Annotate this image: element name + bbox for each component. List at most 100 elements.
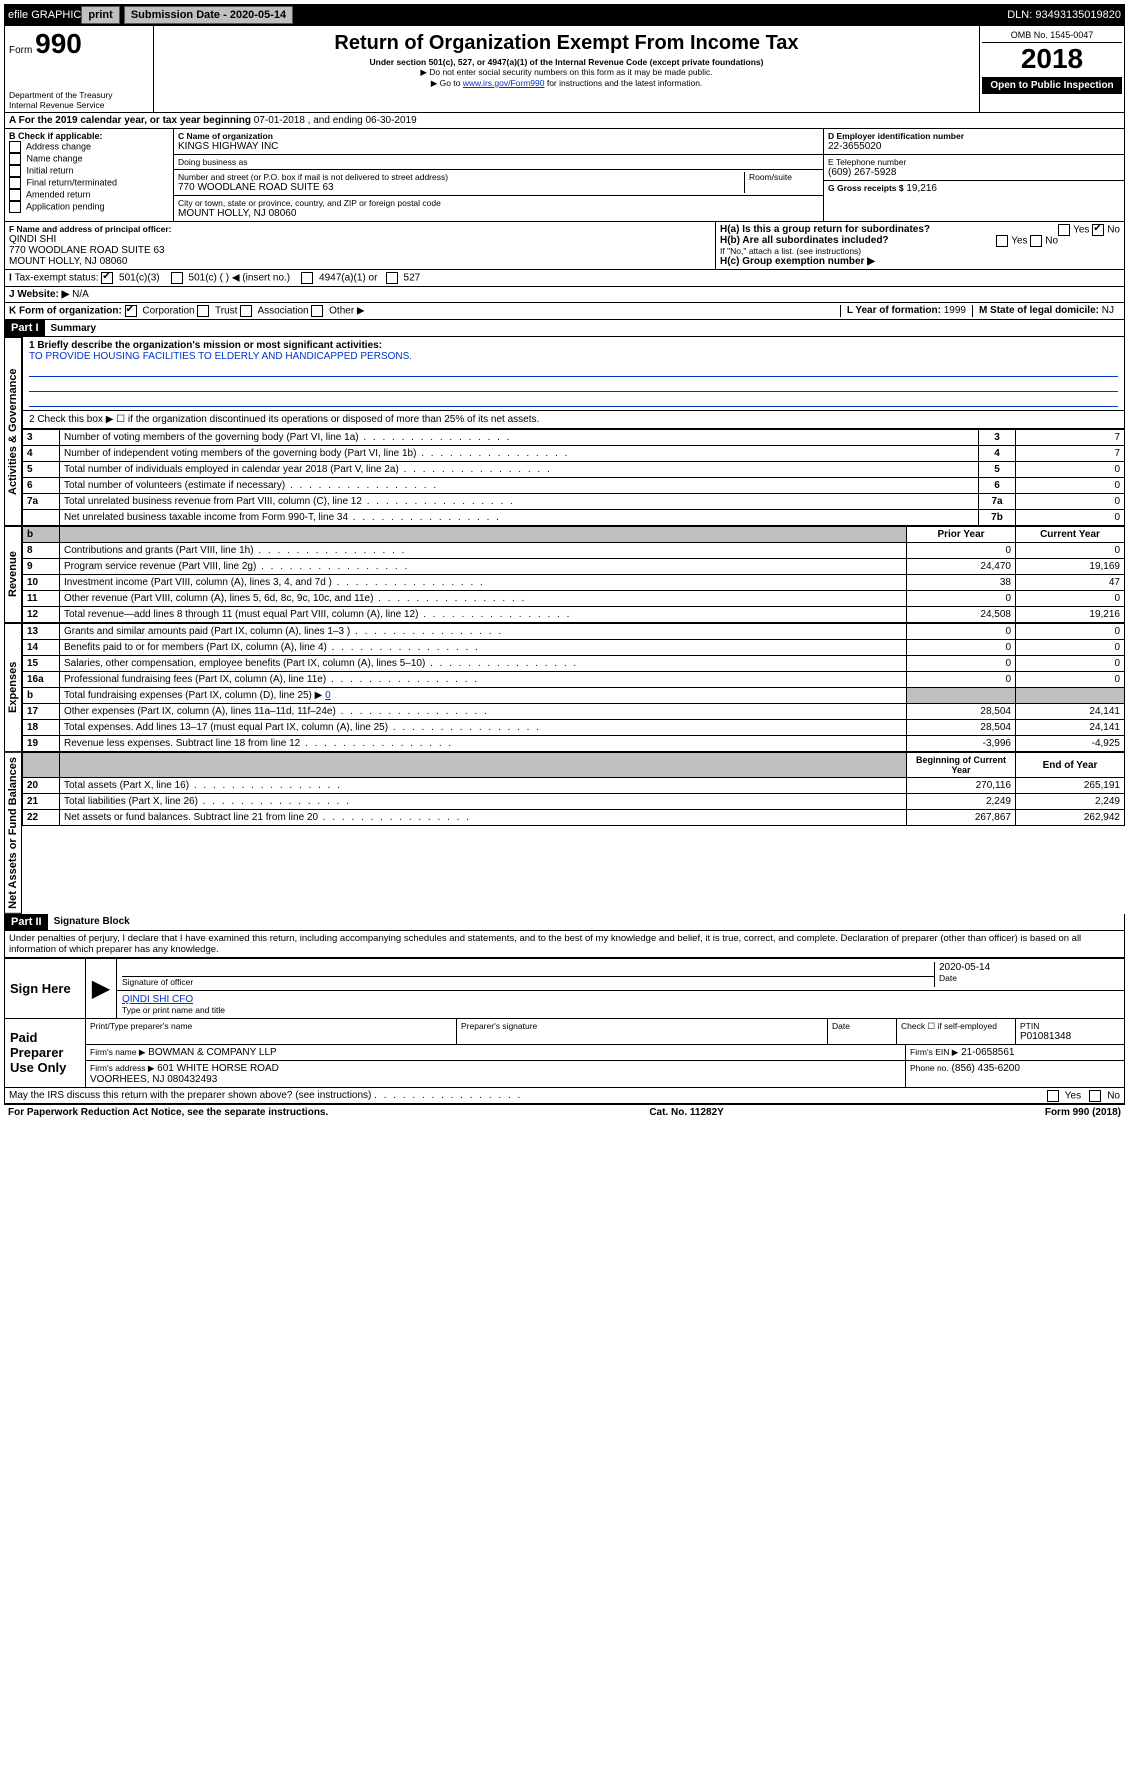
line-b-val: 0 xyxy=(325,690,331,701)
cur-val: 19,216 xyxy=(1016,607,1125,623)
firm-ein: 21-0658561 xyxy=(961,1047,1014,1058)
date-label: Date xyxy=(939,973,1119,983)
ha-yes-checkbox[interactable] xyxy=(1058,224,1070,236)
line-box: 7a xyxy=(979,494,1016,510)
b-header: B Check if applicable: xyxy=(9,131,169,141)
prior-val: 2,249 xyxy=(907,794,1016,810)
line-label: Salaries, other compensation, employee b… xyxy=(60,656,907,672)
subtitle-1: Under section 501(c), 527, or 4947(a)(1)… xyxy=(158,57,975,67)
dba-label: Doing business as xyxy=(178,157,819,167)
f-label: F Name and address of principal officer: xyxy=(9,224,711,234)
e-label: E Telephone number xyxy=(828,157,1120,167)
hb-yes-checkbox[interactable] xyxy=(996,235,1008,247)
ptin-label: PTIN xyxy=(1020,1021,1120,1031)
firm-phone: (856) 435-6200 xyxy=(952,1063,1020,1074)
cur-val: 0 xyxy=(1016,640,1125,656)
ha-label: H(a) Is this a group return for subordin… xyxy=(720,224,930,235)
b-checkbox[interactable] xyxy=(9,201,21,213)
part1-bar: Part I xyxy=(5,320,45,336)
sig-officer-label: Signature of officer xyxy=(122,977,934,987)
cur-val: 0 xyxy=(1016,656,1125,672)
org-name: KINGS HIGHWAY INC xyxy=(178,141,819,152)
firm-addr2: VOORHEES, NJ 080432493 xyxy=(90,1074,901,1085)
firm-name-label: Firm's name ▶ xyxy=(90,1047,145,1057)
side-revenue: Revenue xyxy=(4,526,22,623)
form990-link[interactable]: www.irs.gov/Form990 xyxy=(463,78,545,88)
b-checkbox[interactable] xyxy=(9,141,21,153)
b-item: Amended return xyxy=(9,189,169,201)
room-label: Room/suite xyxy=(749,172,819,182)
b-checkbox[interactable] xyxy=(9,153,21,165)
fh-row: F Name and address of principal officer:… xyxy=(4,222,1125,270)
line-label: Number of independent voting members of … xyxy=(60,446,979,462)
tax-year: 2018 xyxy=(982,43,1122,75)
firm-ein-label: Firm's EIN ▶ xyxy=(910,1047,958,1057)
prior-val: 0 xyxy=(907,656,1016,672)
line-num: 16a xyxy=(23,672,60,688)
line-label: Professional fundraising fees (Part IX, … xyxy=(60,672,907,688)
i-527-checkbox[interactable] xyxy=(386,272,398,284)
k-assoc-checkbox[interactable] xyxy=(240,305,252,317)
prior-val: 28,504 xyxy=(907,720,1016,736)
k-trust-checkbox[interactable] xyxy=(197,305,209,317)
paid-preparer: Paid Preparer Use Only xyxy=(5,1018,86,1087)
k-corp-checkbox[interactable] xyxy=(125,305,137,317)
mission: TO PROVIDE HOUSING FACILITIES TO ELDERLY… xyxy=(29,351,1118,362)
m-label: M State of legal domicile: xyxy=(979,305,1099,316)
hb-no-checkbox[interactable] xyxy=(1030,235,1042,247)
title-row: Form 990 Department of the Treasury Inte… xyxy=(4,26,1125,113)
line-num: 12 xyxy=(23,607,60,623)
lines-3-7: 3Number of voting members of the governi… xyxy=(22,429,1125,526)
footer-right: Form 990 (2018) xyxy=(1045,1107,1121,1118)
na-header1: Beginning of Current Year xyxy=(907,753,1016,778)
cur-val: 2,249 xyxy=(1016,794,1125,810)
line-box: 5 xyxy=(979,462,1016,478)
line-label: Total number of volunteers (estimate if … xyxy=(60,478,979,494)
i-501c3-checkbox[interactable] xyxy=(101,272,113,284)
k-other-checkbox[interactable] xyxy=(311,305,323,317)
k-assoc: Association xyxy=(257,306,308,317)
revenue-table: b Prior Year Current Year 8Contributions… xyxy=(22,526,1125,623)
irs-no-checkbox[interactable] xyxy=(1089,1090,1101,1102)
line-val: 0 xyxy=(1016,478,1125,494)
print-button[interactable]: print xyxy=(81,6,119,24)
self-employed: Check ☐ if self-employed xyxy=(897,1019,1016,1044)
org-address: 770 WOODLANE ROAD SUITE 63 xyxy=(178,182,744,193)
taxyear-pre: A For the 2019 calendar year, or tax yea… xyxy=(9,115,254,126)
form-number: 990 xyxy=(35,28,82,59)
part1-body: Activities & Governance 1 Briefly descri… xyxy=(4,337,1125,526)
k-corp: Corporation xyxy=(142,306,194,317)
i-4947: 4947(a)(1) or xyxy=(319,273,377,284)
i-501c-checkbox[interactable] xyxy=(171,272,183,284)
ein: 22-3655020 xyxy=(828,141,1120,152)
cur-val: 0 xyxy=(1016,591,1125,607)
part2-title: Signature Block xyxy=(48,914,136,929)
line-num: 22 xyxy=(23,810,60,826)
dln: DLN: 93493135019820 xyxy=(1007,9,1121,21)
ha-no-checkbox[interactable] xyxy=(1092,224,1104,236)
line-label: Total unrelated business revenue from Pa… xyxy=(60,494,979,510)
line-box: 7b xyxy=(979,510,1016,526)
line-label: Total expenses. Add lines 13–17 (must eq… xyxy=(60,720,907,736)
topbar: efile GRAPHIC print Submission Date - 20… xyxy=(4,4,1125,26)
b-checkbox[interactable] xyxy=(9,189,21,201)
ptin: P01081348 xyxy=(1020,1031,1120,1042)
i-4947-checkbox[interactable] xyxy=(301,272,313,284)
irs-yes-checkbox[interactable] xyxy=(1047,1090,1059,1102)
may-irs-row: May the IRS discuss this return with the… xyxy=(4,1088,1125,1104)
line-label: Total revenue—add lines 8 through 11 (mu… xyxy=(60,607,907,623)
cur-val: 265,191 xyxy=(1016,778,1125,794)
line-num: 4 xyxy=(23,446,60,462)
line-label: Number of voting members of the governin… xyxy=(60,430,979,446)
b-checkbox[interactable] xyxy=(9,165,21,177)
cur-val: -4,925 xyxy=(1016,736,1125,752)
tax-year-row: A For the 2019 calendar year, or tax yea… xyxy=(4,113,1125,129)
city-label: City or town, state or province, country… xyxy=(178,198,819,208)
side-expenses: Expenses xyxy=(4,623,22,752)
k-other: Other ▶ xyxy=(329,306,364,317)
b-item: Initial return xyxy=(9,165,169,177)
officer-addr1: 770 WOODLANE ROAD SUITE 63 xyxy=(9,245,711,256)
dept-label: Department of the Treasury Internal Reve… xyxy=(9,90,149,110)
line-label: Benefits paid to or for members (Part IX… xyxy=(60,640,907,656)
b-checkbox[interactable] xyxy=(9,177,21,189)
